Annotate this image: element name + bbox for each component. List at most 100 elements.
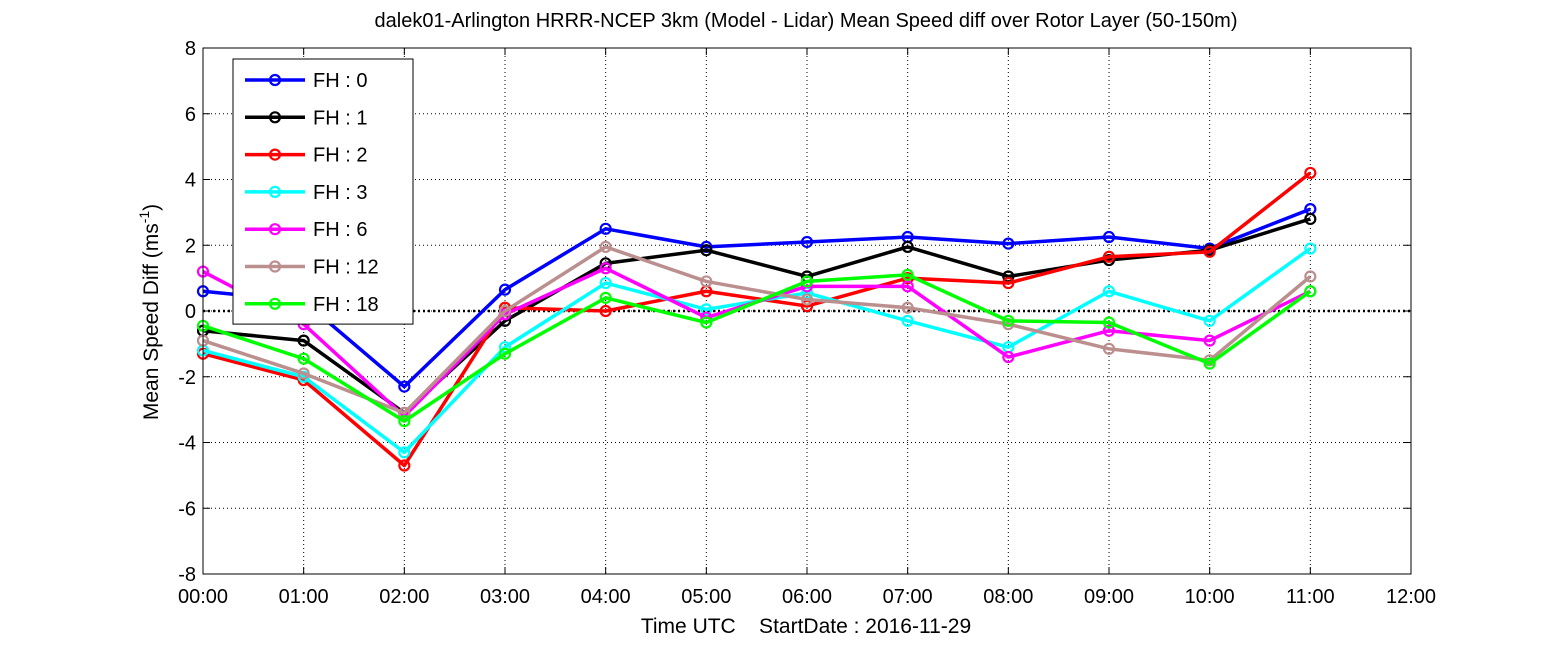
data-point xyxy=(800,293,814,306)
legend-swatch-marker xyxy=(268,223,282,236)
data-point xyxy=(398,459,411,472)
y-tick-label: 6 xyxy=(185,104,196,126)
x-tick-label: 09:00 xyxy=(1084,586,1134,608)
y-tick-label: 2 xyxy=(185,235,196,257)
data-point xyxy=(297,334,310,347)
data-point xyxy=(297,367,310,380)
y-axis-label-superscript: -1 xyxy=(136,211,152,224)
data-point xyxy=(901,280,914,293)
series-line xyxy=(202,245,1312,415)
data-point xyxy=(1102,342,1116,355)
legend: FH : 0 FH : 1 FH : 2 FH : 3 FH : 6 FH : 12 FH … xyxy=(232,58,414,325)
data-point xyxy=(297,352,310,365)
data-point xyxy=(398,406,411,420)
data-point xyxy=(398,446,411,459)
data-point xyxy=(398,380,411,393)
legend-label: FH : 0 xyxy=(313,70,367,92)
x-tick-label: 05:00 xyxy=(681,586,731,608)
data-point xyxy=(901,314,914,327)
data-point xyxy=(800,275,814,288)
data-point xyxy=(599,240,612,253)
legend-entry: FH : 0 xyxy=(245,70,367,92)
legend-entry: FH : 12 xyxy=(245,257,379,279)
data-point xyxy=(1203,245,1216,258)
series-line xyxy=(202,273,1312,423)
x-tick-label: 02:00 xyxy=(379,586,429,608)
data-point xyxy=(1304,242,1317,255)
legend-entry: FH : 18 xyxy=(245,294,379,316)
data-point xyxy=(599,262,612,275)
legend-swatch-marker xyxy=(268,185,282,198)
data-point xyxy=(1102,230,1116,244)
data-point xyxy=(1002,350,1015,364)
y-tick-label: 8 xyxy=(185,38,196,60)
data-point xyxy=(901,240,914,253)
data-point xyxy=(700,244,713,257)
y-tick-label: 4 xyxy=(185,170,196,192)
y-tick-label: -2 xyxy=(178,367,196,389)
legend-label: FH : 12 xyxy=(313,257,379,279)
y-tick-label: 0 xyxy=(185,301,196,323)
data-point xyxy=(700,303,713,316)
data-point xyxy=(700,316,713,329)
x-tick-label: 00:00 xyxy=(178,586,228,608)
legend-entry: FH : 1 xyxy=(245,107,367,129)
y-tick-label: -8 xyxy=(178,564,196,586)
x-tick-label: 08:00 xyxy=(983,586,1033,608)
x-tick-label: 07:00 xyxy=(883,586,933,608)
data-point xyxy=(1002,276,1015,290)
data-point xyxy=(1203,334,1216,347)
data-point xyxy=(901,301,914,314)
data-point xyxy=(1102,316,1116,329)
x-tick-label: 01:00 xyxy=(279,586,329,608)
data-point xyxy=(498,283,512,296)
series xyxy=(196,268,1317,428)
legend-label: FH : 18 xyxy=(313,294,379,316)
x-tick-label: 10:00 xyxy=(1185,586,1235,608)
legend-entry: FH : 6 xyxy=(245,219,367,241)
legend-label: FH : 2 xyxy=(313,145,367,167)
legend-entry: FH : 3 xyxy=(245,182,367,204)
data-point xyxy=(1102,285,1116,298)
data-point xyxy=(1304,270,1317,283)
chart-title: dalek01-Arlington HRRR-NCEP 3km (Model -… xyxy=(375,10,1238,32)
data-point xyxy=(1203,357,1216,370)
legend-swatch-marker xyxy=(268,260,282,273)
x-tick-label: 04:00 xyxy=(581,586,631,608)
legend-entry: FH : 2 xyxy=(245,145,367,167)
series-line xyxy=(202,207,1311,389)
data-point xyxy=(599,222,612,235)
y-tick-label: -6 xyxy=(178,498,196,520)
y-axis-label: Mean Speed Diff (ms-1) xyxy=(136,204,163,420)
legend-swatch-marker xyxy=(268,297,282,310)
legend-swatch-marker xyxy=(268,111,282,124)
data-point xyxy=(1304,285,1317,298)
data-point xyxy=(1002,314,1015,327)
x-tick-label: 06:00 xyxy=(782,586,832,608)
x-tick-label: 11:00 xyxy=(1286,586,1335,608)
y-axis-label-main: Mean Speed Diff (ms xyxy=(140,223,163,420)
axis-ticks: 00:00 01:00 02:00 03:00 04:00 05:00 06:00 07:00… xyxy=(178,38,1436,608)
legend-swatch-marker xyxy=(268,73,282,87)
series-layer xyxy=(196,166,1317,472)
data-point xyxy=(498,304,512,318)
y-axis-label-close: ) xyxy=(140,204,163,211)
legend-label: FH : 3 xyxy=(313,182,367,204)
data-point xyxy=(1304,212,1317,226)
legend-label: FH : 1 xyxy=(313,107,367,129)
data-point xyxy=(599,276,612,290)
x-axis-label: Time UTC StartDate : 2016-11-29 xyxy=(641,615,971,638)
series-line xyxy=(202,171,1312,468)
data-point xyxy=(398,415,411,428)
x-tick-label: 12:00 xyxy=(1386,586,1436,608)
legend-swatch-marker xyxy=(268,148,282,161)
data-point xyxy=(901,268,914,281)
data-point xyxy=(498,347,512,360)
data-point xyxy=(1102,324,1116,337)
data-point xyxy=(599,304,612,318)
data-point xyxy=(1304,166,1317,180)
data-point xyxy=(599,291,612,304)
x-tick-label: 03:00 xyxy=(480,586,530,608)
data-point xyxy=(1102,250,1116,263)
